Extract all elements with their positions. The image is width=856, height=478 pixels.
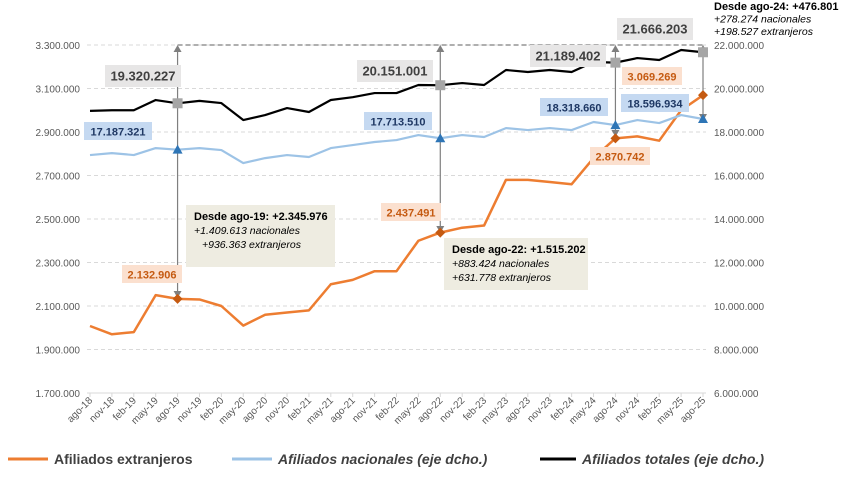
annotation-box [444,238,588,290]
right-axis-tick-label: 8.000.000 [714,346,759,357]
left-axis-tick-label: 1.700.000 [36,389,81,400]
annotation-nacionales: +883.424 nacionales [452,258,550,270]
nacionales-data-label-box [540,98,608,116]
nacionales-data-label-box [621,94,689,112]
left-axis-tick-label: 2.100.000 [36,302,81,313]
right-axis-tick-label: 22.000.000 [714,41,764,52]
right-axis-tick-label: 10.000.000 [714,302,764,313]
annotation-title: Desde ago-19: +2.345.976 [194,211,328,223]
x-axis-tick-label: ago-25 [678,395,708,425]
totales-data-label-box [530,45,606,67]
totales-marker-square [610,57,621,68]
nacionales-marker-triangle [698,114,708,124]
totales-data-label: 21.666.203 [622,22,687,37]
series-line-nacionales [89,113,704,165]
nacionales-data-label-box [364,112,432,130]
annotation-extranjeros: +936.363 extranjeros [202,239,302,251]
right-axis-tick-label: 18.000.000 [714,128,764,139]
nacionales-data-label: 18.318.660 [546,103,601,115]
annotation-title: Desde ago-24: +476.801 [714,1,838,13]
left-axis-tick-label: 2.300.000 [36,259,81,270]
x-axis-tick-label: nov-23 [525,395,555,425]
extranjeros-marker-diamond [610,133,621,144]
arrow-head-up-icon [436,45,445,52]
nacionales-data-label: 17.713.510 [370,117,425,129]
x-axis-tick-label: nov-18 [88,395,118,425]
extranjeros-marker-diamond [172,293,183,304]
nacionales-data-label-box [84,122,152,140]
extranjeros-data-label: 3.069.269 [628,72,677,84]
extranjeros-data-label: 2.132.906 [128,270,177,282]
extranjeros-data-label: 2.437.491 [387,208,436,220]
x-axis-tick-label: nov-19 [175,395,205,425]
legend-label: Afiliados extranjeros [54,451,193,467]
legend-label: Afiliados nacionales (eje dcho.) [277,451,488,467]
arrow-head-up-icon [611,45,620,52]
totales-data-label: 21.189.402 [535,49,600,64]
annotation-extranjeros: +631.778 extranjeros [452,272,552,284]
nacionales-marker-triangle [610,120,621,130]
annotation-nacionales: +278.274 nacionales [714,14,812,26]
extranjeros-marker-diamond [435,227,446,238]
right-axis-tick-label: 6.000.000 [714,389,759,400]
x-axis-tick-label: nov-22 [438,395,468,425]
extranjeros-marker-diamond [698,90,708,101]
extranjeros-data-label-box [122,265,182,283]
nacionales-data-label: 18.596.934 [627,99,683,111]
extranjeros-data-label-box [590,147,650,165]
nacionales-marker-triangle [172,144,183,154]
left-axis-tick-label: 1.900.000 [36,346,81,357]
x-axis-tick-label: nov-24 [613,395,643,425]
nacionales-data-label: 17.187.321 [90,127,145,139]
extranjeros-data-label-box [622,67,682,85]
right-axis-tick-label: 12.000.000 [714,259,764,270]
totales-data-label: 19.320.227 [110,69,175,84]
totales-marker-square [172,98,183,109]
totales-data-label-box [357,60,433,82]
right-axis-tick-label: 20.000.000 [714,85,764,96]
left-axis-tick-label: 2.500.000 [36,215,81,226]
left-axis-tick-label: 2.900.000 [36,128,81,139]
legend-label: Afiliados totales (eje dcho.) [581,451,764,467]
totales-data-label-box [105,65,181,87]
right-axis-tick-label: 16.000.000 [714,172,764,183]
annotation-title: Desde ago-22: +1.515.202 [452,244,586,256]
annotation-box [186,205,335,267]
totales-data-label: 20.151.001 [362,64,427,79]
annotation-extranjeros: +198.527 extranjeros [714,26,814,38]
left-axis-tick-label: 3.300.000 [36,41,81,52]
arrow-head-up-icon [173,45,182,52]
right-axis-tick-label: 14.000.000 [714,215,764,226]
extranjeros-data-label-box [381,203,441,221]
left-axis-tick-label: 3.100.000 [36,85,81,96]
totales-data-label-box [617,18,693,40]
x-axis-tick-label: nov-21 [350,395,380,425]
left-axis-tick-label: 2.700.000 [36,172,81,183]
extranjeros-data-label: 2.870.742 [596,152,645,164]
totales-marker-square [698,47,708,58]
annotation-nacionales: +1.409.613 nacionales [194,225,301,237]
nacionales-marker-triangle [435,133,446,143]
totales-marker-square [435,80,446,91]
x-axis-tick-label: nov-20 [263,395,293,425]
